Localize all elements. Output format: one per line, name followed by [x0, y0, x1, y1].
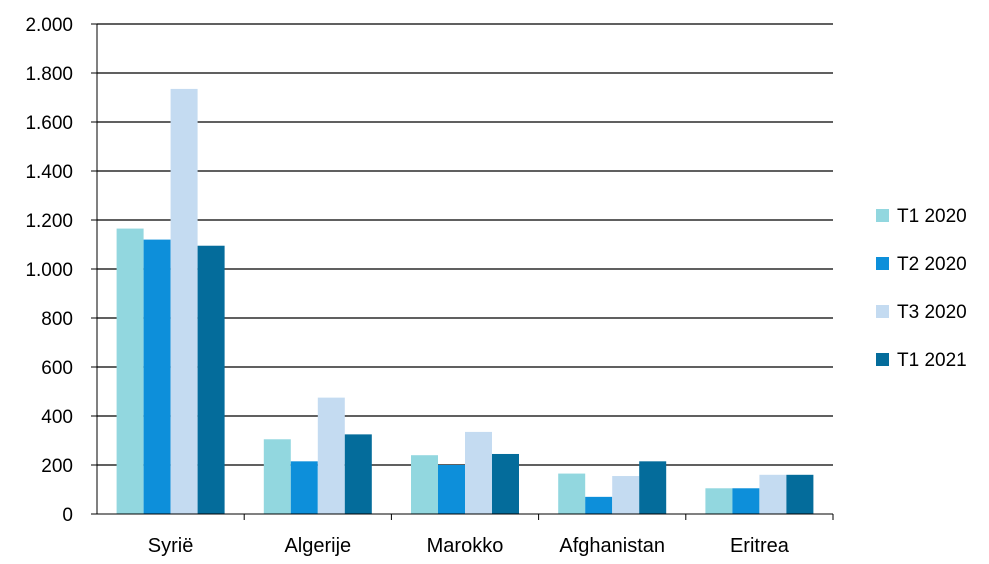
legend-label: T3 2020 — [897, 302, 967, 323]
x-category-label: Algerije — [284, 535, 351, 557]
bar-1-1 — [116, 228, 144, 514]
legend-swatch — [876, 353, 889, 366]
bar-3-3 — [465, 431, 492, 514]
bar-2-1 — [143, 239, 171, 514]
bar-2-4 — [585, 496, 613, 514]
legend: T1 2020 T2 2020 T3 2020 T1 2021 — [876, 206, 967, 371]
bar-4-4 — [639, 461, 667, 514]
bar-3-1 — [170, 88, 198, 515]
x-category-label: Eritrea — [730, 535, 790, 557]
bar-2-3 — [438, 465, 465, 514]
x-category-label: Afghanistan — [559, 535, 665, 557]
bar-3-5 — [759, 474, 787, 514]
y-tick-label: 600 — [41, 358, 73, 379]
bar-2-2 — [290, 461, 318, 514]
bar-4-2 — [344, 434, 372, 514]
bar-1-2 — [263, 439, 291, 514]
bar-1-5 — [705, 488, 733, 514]
y-tick-label: 800 — [41, 309, 73, 330]
y-tick-label: 200 — [41, 456, 73, 477]
bar-2-5 — [732, 488, 760, 514]
x-category-label: Syrië — [148, 535, 194, 557]
bar-4-1 — [197, 245, 225, 514]
legend-swatch — [876, 209, 889, 222]
bar-3-4 — [612, 476, 640, 514]
axes: 0 200 400 600 800 1.000 1.200 1.400 1.600 1.800 2.… — [25, 15, 834, 557]
legend-label: T2 2020 — [897, 254, 967, 275]
y-tick-label: 0 — [62, 505, 73, 526]
legend-swatch — [876, 305, 889, 318]
legend-label: T1 2021 — [897, 350, 967, 371]
y-tick-label: 1.200 — [25, 211, 73, 232]
bar-4-3 — [492, 453, 519, 514]
y-tick-label: 1.000 — [25, 260, 73, 281]
bars — [116, 88, 814, 515]
y-tick-label: 400 — [41, 407, 73, 428]
legend-label: T1 2020 — [897, 206, 967, 227]
legend-swatch — [876, 257, 889, 270]
y-tick-label: 2.000 — [25, 15, 73, 36]
y-tick-label: 1.800 — [25, 64, 73, 85]
bar-1-3 — [411, 455, 438, 514]
bar-4-5 — [786, 474, 814, 514]
x-category-label: Marokko — [427, 535, 504, 557]
y-tick-label: 1.400 — [25, 162, 73, 183]
bar-1-4 — [558, 473, 586, 514]
y-tick-label: 1.600 — [25, 113, 73, 134]
bar-3-2 — [317, 397, 345, 514]
